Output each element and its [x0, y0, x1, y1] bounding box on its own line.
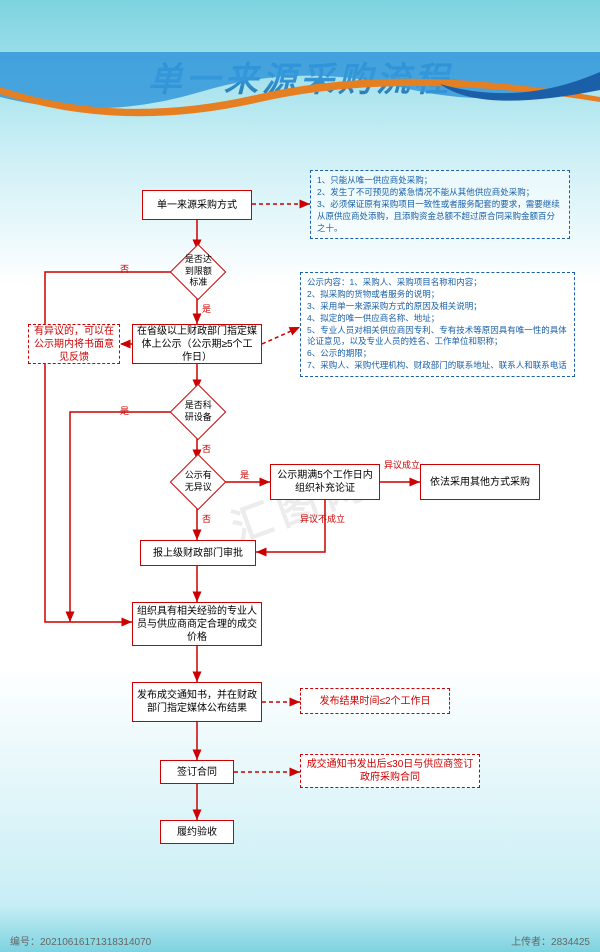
header-wave: [0, 52, 600, 132]
flow-node-n7: 发布成交通知书，并在财政部门指定媒体公布结果: [132, 682, 262, 722]
flow-node-n6: 组织具有相关经验的专业人员与供应商商定合理的成交价格: [132, 602, 262, 646]
flow-node-n1: 单一来源采购方式: [142, 190, 252, 220]
flow-node-n5: 报上级财政部门审批: [140, 540, 256, 566]
edge-label-l_yes_d2: 是: [120, 404, 129, 417]
flow-node-d2: 是否科研设备: [170, 384, 227, 441]
edge-label-l_obj_n: 异议不成立: [300, 512, 345, 525]
edge-n3-n5: [256, 500, 325, 552]
flowchart-canvas: 单一来源采购方式是否达到限额标准在省级以上财政部门指定媒体上公示（公示期≥5个工…: [0, 152, 600, 922]
footer-id: 编号：20210616171318314070: [10, 933, 151, 948]
flow-node-n8: 签订合同: [160, 760, 234, 784]
edge-d2-left2: [70, 412, 176, 622]
flow-node-n9: 履约验收: [160, 820, 234, 844]
flow-node-side2: 发布结果时间≤2个工作日: [300, 688, 450, 714]
edge-label-l_no_d3: 否: [202, 512, 211, 525]
note-note1: 1、只能从唯一供应商处采购；2、发生了不可预见的紧急情况不能从其他供应商处采购；…: [310, 170, 570, 239]
flow-edges: [0, 152, 600, 922]
edge-label-l_no_d2: 否: [202, 442, 211, 455]
flow-node-n3: 公示期满5个工作日内组织补充论证: [270, 464, 380, 500]
edge-n2-note2: [262, 327, 300, 344]
footer: 编号：20210616171318314070 上传者：2834425: [0, 933, 600, 948]
edge-label-l_yes_d1: 是: [202, 302, 211, 315]
footer-uploader: 上传者：2834425: [511, 933, 590, 948]
flow-node-n4: 依法采用其他方式采购: [420, 464, 540, 500]
edge-label-l_yes_d3: 是: [240, 468, 249, 481]
note-note2: 公示内容：1、采购人、采购项目名称和内容；2、拟采购的货物或者服务的说明；3、采…: [300, 272, 575, 377]
flow-node-n2: 在省级以上财政部门指定媒体上公示（公示期≥5个工作日）: [132, 324, 262, 364]
edge-label-l_obj_y: 异议成立: [384, 458, 420, 471]
flow-node-d1: 是否达到限额标准: [170, 244, 227, 301]
edge-label-l_no_d1: 否: [120, 262, 129, 275]
flow-node-side3: 成交通知书发出后≤30日与供应商签订政府采购合同: [300, 754, 480, 788]
flow-node-side1: 有异议的，可以在公示期内将书面意见反馈: [28, 324, 120, 364]
flow-node-d3: 公示有无异议: [170, 454, 227, 511]
